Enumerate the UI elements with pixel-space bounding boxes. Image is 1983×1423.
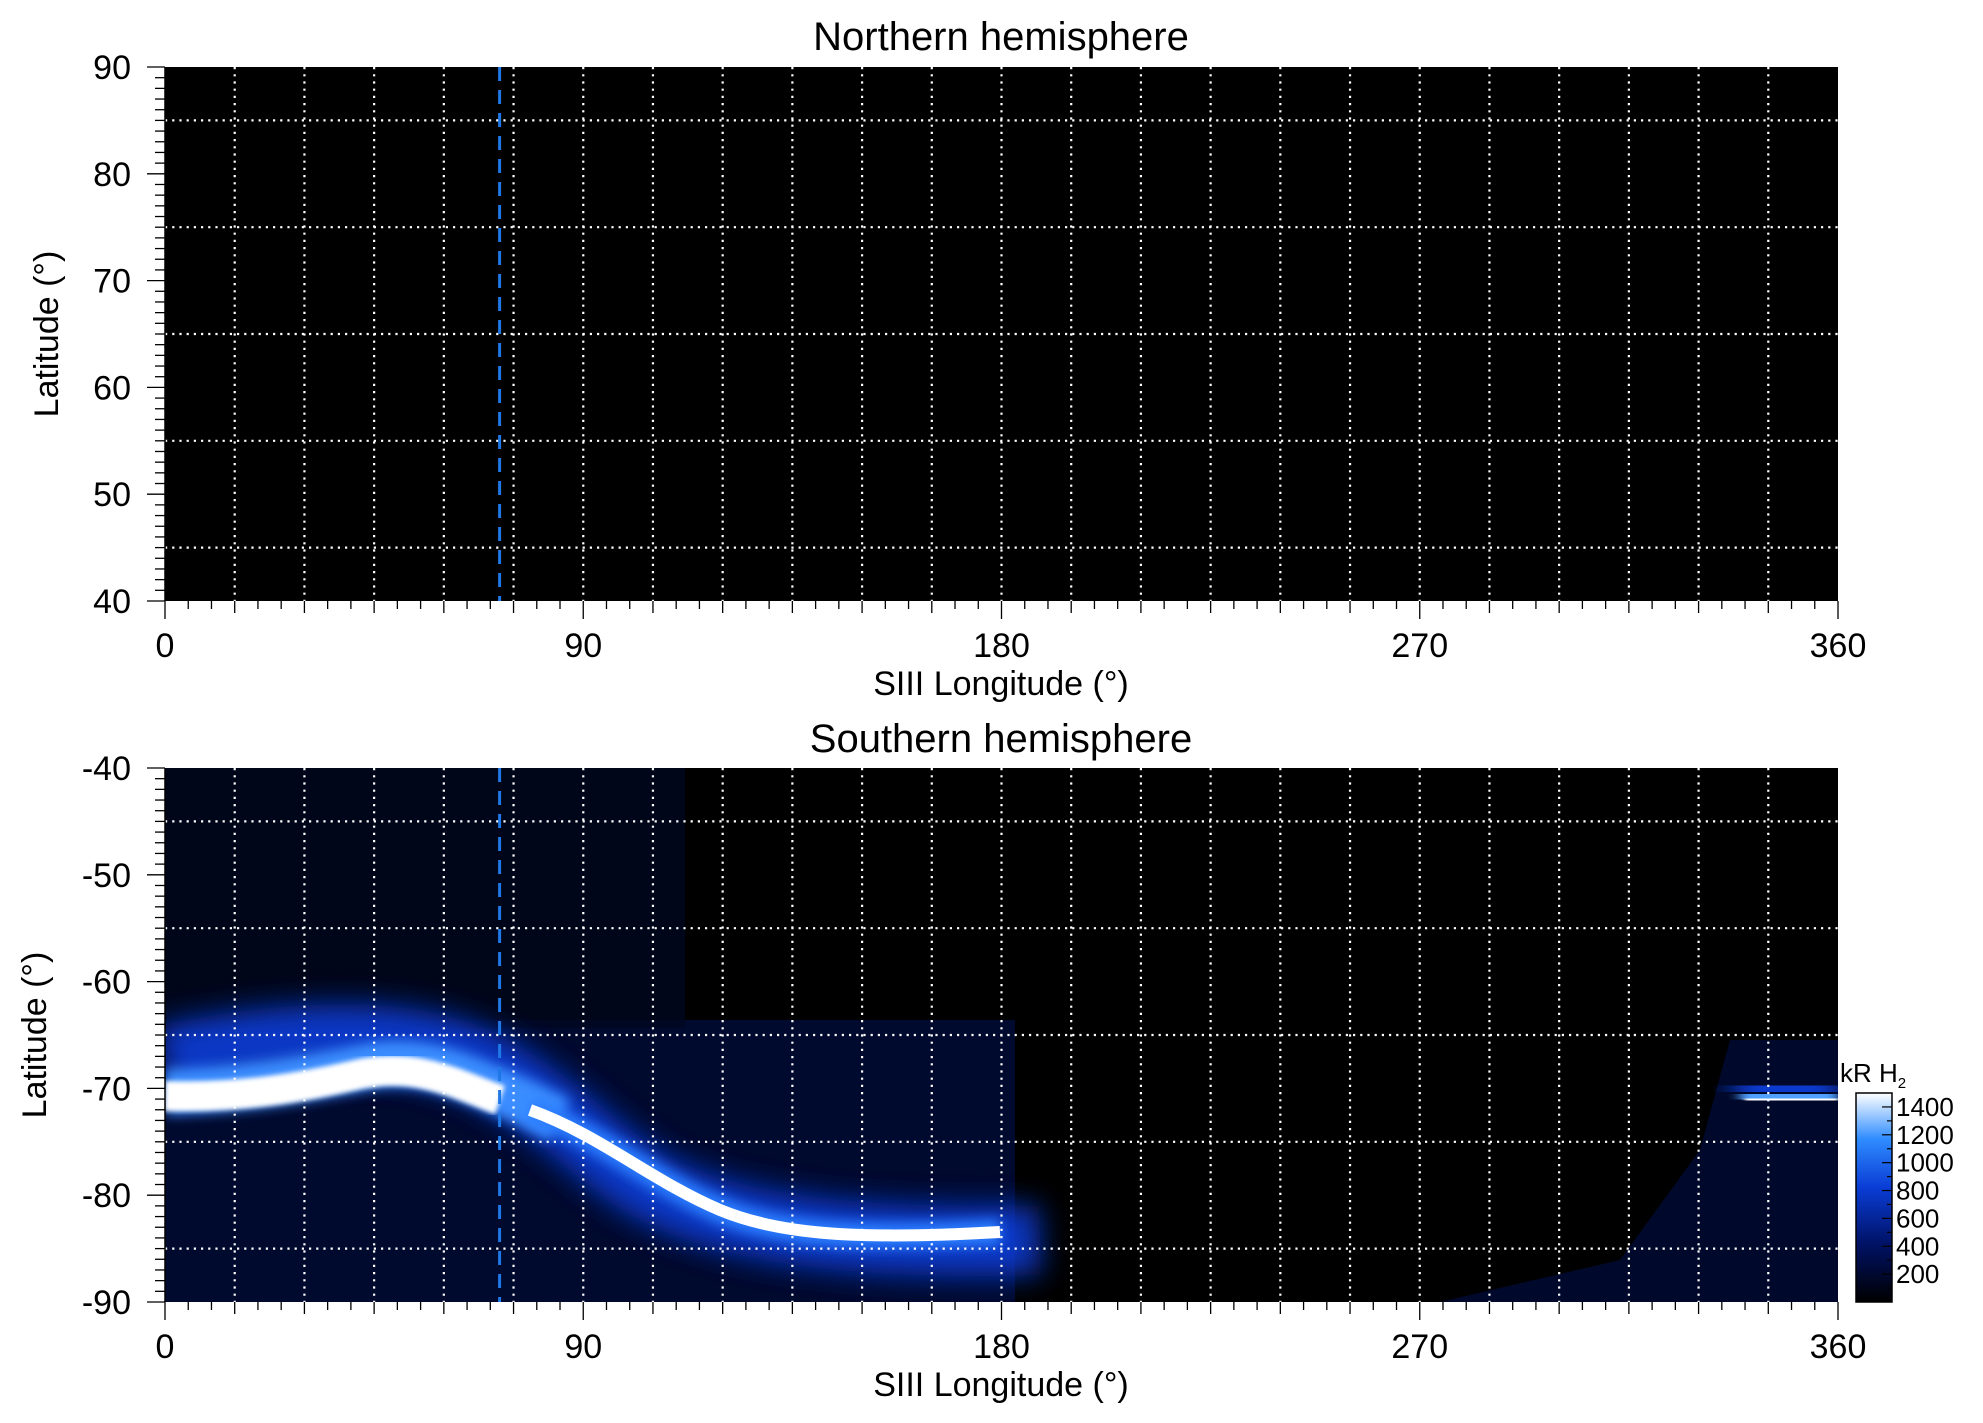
north-y-tick-label: 80 [93,156,131,194]
south-y-tick-label: -80 [82,1177,131,1215]
south-panel: Southern hemisphere -90 -80 -70 -60 -50 -40 0… [16,717,1954,1404]
north-y-axis-label: Latitude (°) [28,251,66,418]
south-x-tick-label: 0 [156,1328,175,1366]
auroral-oval-arc-core [527,1104,1001,1242]
south-y-tick-label: -50 [82,857,131,895]
north-y-tick-label: 50 [93,476,131,514]
diffuse-emission-upper-left [165,768,685,1028]
colorbar-tick-label: 200 [1896,1259,1939,1289]
south-y-tick-label: -70 [82,1070,131,1108]
south-y-tick-label: -40 [82,750,131,788]
south-x-tick-label: 270 [1391,1328,1448,1366]
south-x-ticks: 0 90 180 270 360 [156,1302,1867,1366]
south-x-tick-label: 180 [973,1328,1030,1366]
auroral-oval-core-right [1744,1088,1838,1111]
south-grid [165,768,1838,1302]
north-x-axis-label: SIII Longitude (°) [873,665,1129,703]
north-panel: Northern hemisphere 40 50 60 70 80 90 0 90 180 2… [28,15,1866,703]
north-y-tick-label: 90 [93,49,131,87]
north-x-tick-label: 360 [1810,627,1867,665]
colorbar-gradient [1855,1092,1893,1303]
south-y-ticks: -90 -80 -70 -60 -50 -40 [82,750,166,1322]
north-y-tick-label: 40 [93,583,131,621]
colorbar-tick-label: 600 [1896,1203,1939,1233]
colorbar-tick-label: 1200 [1896,1120,1954,1150]
auroral-oval-core-left [165,1055,506,1115]
colorbar-tick-label: 1400 [1896,1092,1954,1122]
south-title: Southern hemisphere [810,717,1192,761]
south-x-tick-label: 90 [564,1328,602,1366]
north-x-tick-label: 90 [564,627,602,665]
colorbar-title: kR H2 [1840,1058,1906,1092]
north-y-ticks: 40 50 60 70 80 90 [93,49,166,621]
south-x-axis-label: SIII Longitude (°) [873,1366,1129,1404]
north-x-tick-label: 180 [973,627,1030,665]
colorbar-tick-label: 1000 [1896,1148,1954,1178]
south-emission [165,768,1838,1302]
colorbar-tick-label: 400 [1896,1231,1939,1261]
north-x-ticks: 0 90 180 270 360 [156,601,1867,665]
south-x-tick-label: 360 [1810,1328,1867,1366]
north-y-tick-label: 70 [93,263,131,301]
south-y-tick-label: -90 [82,1284,131,1322]
south-y-tick-label: -60 [82,964,131,1002]
north-title: Northern hemisphere [813,15,1189,59]
north-x-tick-label: 0 [156,627,175,665]
south-y-axis-label: Latitude (°) [16,952,54,1119]
north-grid [165,67,1838,601]
north-x-tick-label: 270 [1391,627,1448,665]
colorbar-tick-label: 800 [1896,1176,1939,1206]
north-y-tick-label: 60 [93,369,131,407]
